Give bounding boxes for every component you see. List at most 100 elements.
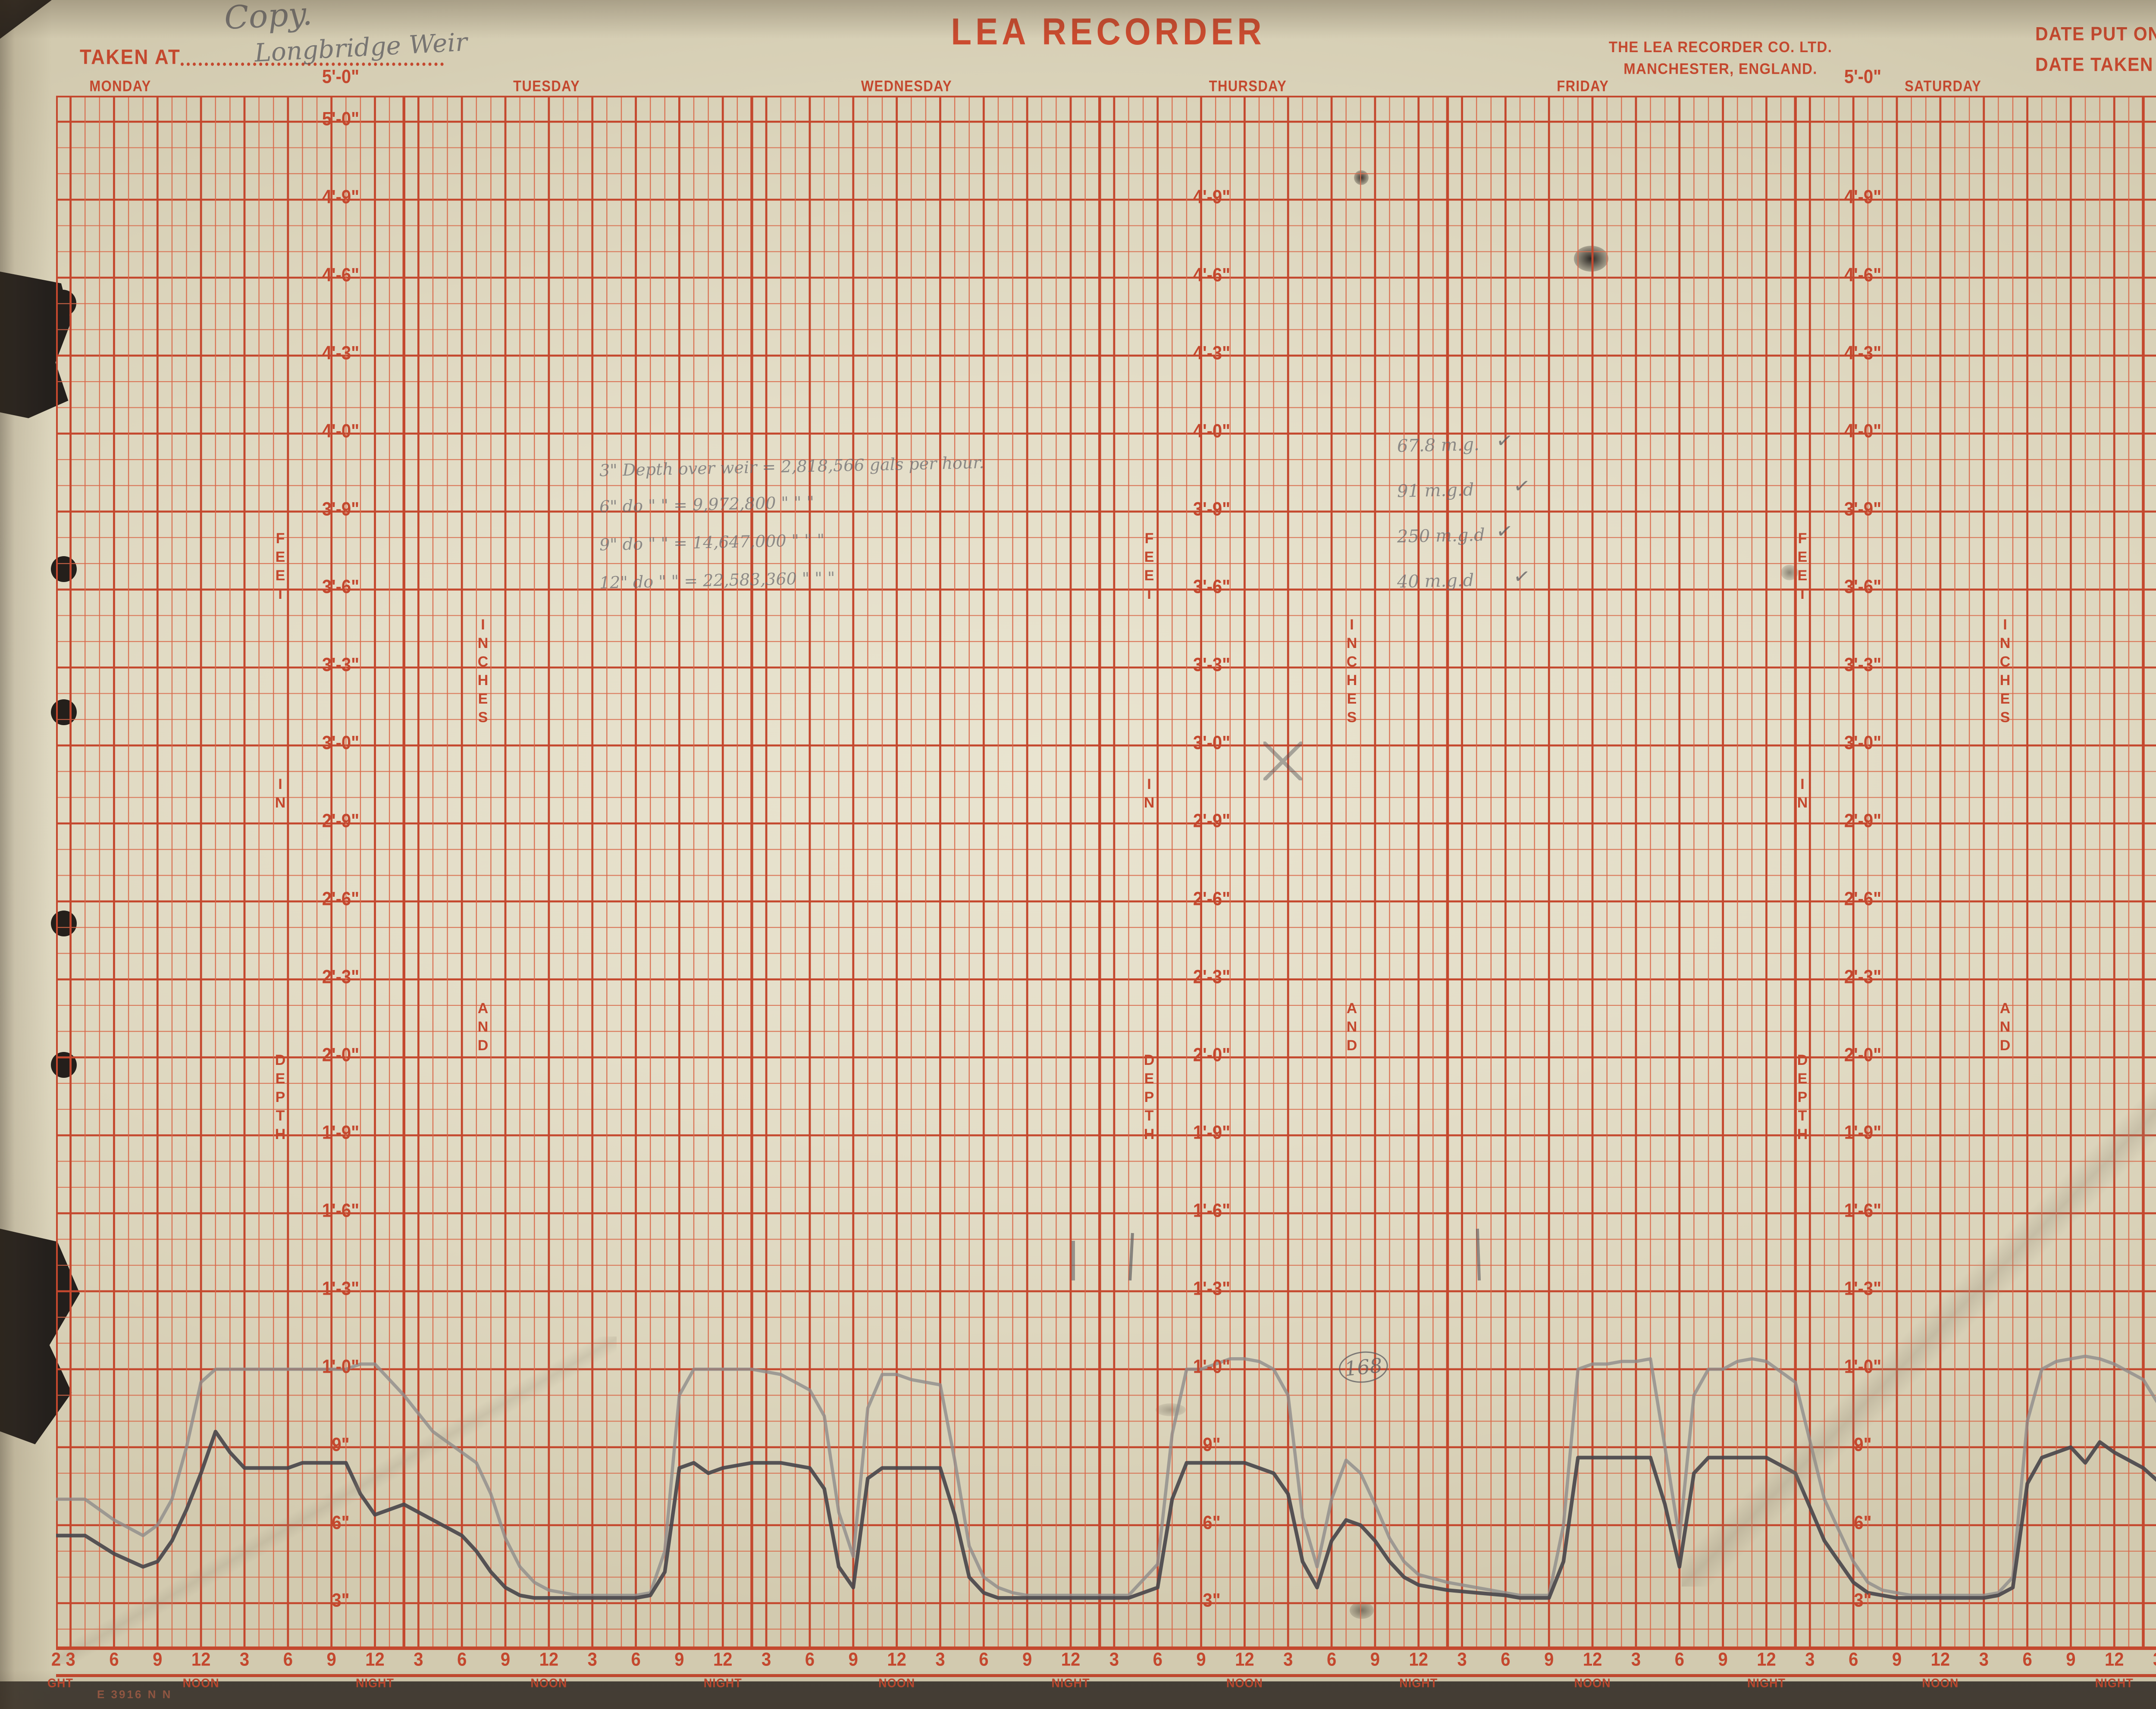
y-tick-label: 3'-6" <box>1844 576 1882 598</box>
x-tick-label: 6 <box>1849 1649 1858 1670</box>
y-tick-label: 2'-3" <box>322 966 360 988</box>
axis-caption-and: AND <box>475 1000 491 1056</box>
x-tick-label: 6 <box>283 1649 293 1670</box>
axis-caption-in: IN <box>1141 776 1157 813</box>
y-tick-label: 3" <box>1203 1590 1221 1612</box>
x-tick-label: 12 <box>1583 1649 1602 1670</box>
y-tick-label: 2'-9" <box>322 810 360 832</box>
axis-caption-depth: DEPTH <box>1141 1052 1157 1145</box>
dotted-rule <box>181 63 444 66</box>
x-tick-label: 12 <box>191 1649 211 1670</box>
axis-caption-in: IN <box>272 776 288 813</box>
date-put-on-row: DATE PUT ON <box>2035 19 2156 50</box>
x-tick-label: 6 <box>1326 1649 1337 1670</box>
check-mark-icon: ✓ <box>1495 428 1515 454</box>
y-tick-label: 6" <box>332 1512 350 1534</box>
day-label-tuesday: TUESDAY <box>513 77 580 95</box>
margin-note: 67.8 m.g. <box>1397 435 1480 456</box>
x-tick-label: 3 <box>1805 1649 1815 1670</box>
binder-hole <box>51 911 77 936</box>
y-tick-label: 6" <box>1854 1512 1872 1534</box>
x-tick-label: 12 <box>539 1649 559 1670</box>
date-block: DATE PUT ON DATE TAKEN OFF <box>2035 19 2156 80</box>
x-axis-time-scale: 2 3 6 9 12 3 6 9 12 3 6 9 12 3 6 9 12 3 6 9 12 3 6 9 12 3 6 9 12 3 6 9 1… <box>47 1646 2156 1690</box>
stray-pencil-mark <box>1072 1241 1075 1280</box>
y-tick-label: 1'-9" <box>322 1122 360 1143</box>
x-tick-label: 3 <box>66 1649 75 1670</box>
manufacturer-city: MANCHESTER, ENGLAND. <box>1623 60 1818 78</box>
axis-caption-and: AND <box>1344 1000 1360 1056</box>
y-tick-label: 4'-0" <box>322 420 360 442</box>
axis-caption-feet: FEET <box>1141 530 1157 604</box>
x-tick-label: 3 <box>761 1649 771 1670</box>
trace-line <box>56 1430 2156 1600</box>
manufacturer-block: THE LEA RECORDER CO. LTD. MANCHESTER, EN… <box>1505 36 1936 80</box>
check-mark-icon: ✓ <box>1512 563 1532 589</box>
y-tick-label: 1'-0" <box>1193 1356 1231 1377</box>
y-tick-label: 1'-0" <box>322 1356 360 1377</box>
y-tick-label: 5'-0" <box>322 108 360 130</box>
margin-note: 91 m.g.d <box>1397 480 1474 501</box>
x-tick-label: 3 <box>1457 1649 1467 1670</box>
x-tick-label: 6 <box>1153 1649 1163 1670</box>
x-tick-label: 3 <box>1631 1649 1641 1670</box>
y-tick-label: 4'-0" <box>1193 420 1231 442</box>
x-sub-label-night: NIGHT <box>356 1676 395 1690</box>
y-tick-label: 1'-0" <box>1844 1356 1882 1377</box>
y-tick-label: 2'-3" <box>1193 966 1231 988</box>
y-tick-label: 4'-9" <box>322 186 360 208</box>
y-tick-label: 3'-6" <box>322 576 360 598</box>
x-tick-label: 12 <box>1235 1649 1254 1670</box>
x-tick-label: 3 <box>414 1649 423 1670</box>
date-taken-off-label: DATE TAKEN OFF <box>2035 54 2156 75</box>
y-tick-label: 4'-6" <box>322 264 360 286</box>
manufacturer-name: THE LEA RECORDER CO. LTD. <box>1608 38 1833 56</box>
axis-caption-inches: INCHES <box>1997 617 2013 728</box>
day-header-band: MONDAY TUESDAY WEDNESDAY THURSDAY FRIDAY SATU… <box>56 77 2156 96</box>
date-taken-off-row: DATE TAKEN OFF <box>2035 49 2156 80</box>
y-tick-label: 4'-3" <box>1193 342 1231 364</box>
day-label-thursday: THURSDAY <box>1209 77 1287 95</box>
axis-caption-depth: DEPTH <box>1794 1052 1811 1145</box>
y-tick-label: 1'-9" <box>1844 1122 1882 1143</box>
x-tick-label: 6 <box>805 1649 815 1670</box>
y-tick-label: 4'-6" <box>1844 264 1882 286</box>
x-sub-label-night: NIGHT <box>1399 1676 1438 1690</box>
y-tick-label-top: 5'-0" <box>322 66 360 88</box>
torn-edge-bottom <box>0 1681 2156 1709</box>
date-put-on-label: DATE PUT ON <box>2035 23 2156 45</box>
x-tick-label: 12 <box>1930 1649 1950 1670</box>
axis-caption-feet: FEET <box>272 530 288 604</box>
x-sub-label-night: NIGHT <box>1747 1676 1786 1690</box>
x-sub-label-noon: NOON <box>530 1676 567 1690</box>
x-tick-label: 6 <box>457 1649 467 1670</box>
x-tick-label: 9 <box>1196 1649 1206 1670</box>
x-sub-label-noon: NOON <box>1574 1676 1611 1690</box>
y-tick-label: 2'-9" <box>1844 810 1882 832</box>
x-tick-label: 9 <box>1544 1649 1554 1670</box>
y-tick-label: 2'-6" <box>1844 888 1882 910</box>
x-tick-label: 12 <box>365 1649 385 1670</box>
binder-hole <box>51 1052 77 1078</box>
taken-at-label: TAKEN AT <box>80 46 444 69</box>
y-tick-label: 4'-6" <box>1193 264 1231 286</box>
y-tick-label: 4'-3" <box>322 342 360 364</box>
binder-hole <box>51 699 77 725</box>
x-tick-label: 3 <box>587 1649 597 1670</box>
sheet-header: Copy. TAKEN AT Longbridge Weir LEA RECOR… <box>0 0 2156 86</box>
axis-caption-inches: INCHES <box>1344 617 1360 728</box>
day-label-wednesday: WEDNESDAY <box>861 77 953 95</box>
axis-caption-depth: DEPTH <box>272 1052 288 1145</box>
y-tick-label: 1'-9" <box>1193 1122 1231 1143</box>
y-tick-label: 3'-0" <box>1193 732 1231 754</box>
x-tick-label: 9 <box>153 1649 163 1670</box>
day-label-saturday: SATURDAY <box>1905 77 1982 95</box>
y-tick-label: 1'-6" <box>322 1200 360 1221</box>
y-tick-label: 3'-9" <box>1844 498 1882 520</box>
x-axis-rule <box>56 1674 2156 1677</box>
x-tick-label: 9 <box>1892 1649 1902 1670</box>
x-tick-label: 6 <box>631 1649 641 1670</box>
y-tick-label: 2'-0" <box>1844 1044 1882 1066</box>
y-tick-label: 2'-6" <box>322 888 360 910</box>
